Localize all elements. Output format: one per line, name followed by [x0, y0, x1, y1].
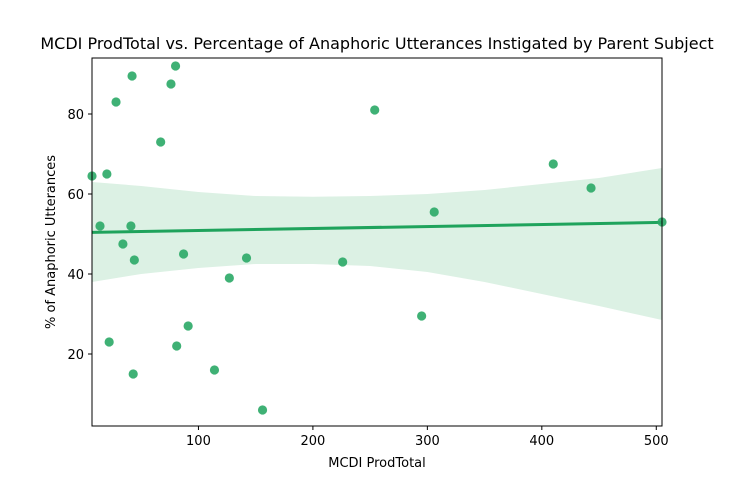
y-axis-label: % of Anaphoric Utterances	[44, 155, 59, 329]
data-point	[118, 239, 128, 249]
data-point	[166, 79, 176, 89]
x-tick-label: 300	[415, 434, 440, 449]
data-point	[102, 169, 112, 179]
data-point	[128, 369, 138, 379]
y-tick-label: 40	[67, 268, 84, 283]
x-axis-label: MCDI ProdTotal	[328, 456, 426, 471]
data-point	[209, 365, 220, 375]
chart-title: MCDI ProdTotal vs. Percentage of Anaphor…	[40, 34, 713, 53]
data-point	[241, 253, 252, 263]
data-point	[156, 137, 166, 147]
confidence-band	[92, 168, 662, 320]
data-point	[586, 183, 596, 193]
data-point	[224, 273, 234, 283]
data-point	[429, 207, 439, 217]
x-tick-label: 400	[529, 434, 554, 449]
data-point	[126, 221, 136, 231]
data-point	[257, 405, 268, 415]
y-tick-label: 60	[67, 188, 84, 203]
x-tick-label: 100	[186, 434, 211, 449]
x-tick-label: 500	[644, 434, 669, 449]
data-point	[178, 249, 189, 259]
data-point	[111, 97, 121, 107]
data-point	[127, 71, 137, 81]
data-point	[104, 337, 114, 347]
plot-frame	[91, 57, 663, 427]
x-tick-label: 200	[300, 434, 325, 449]
data-point	[183, 321, 193, 331]
data-point	[370, 105, 380, 115]
data-point	[548, 159, 558, 169]
data-point	[95, 221, 105, 231]
regression-line	[91, 220, 663, 234]
y-tick-label: 20	[67, 348, 84, 363]
data-point	[417, 311, 427, 321]
data-point	[172, 341, 182, 351]
data-point	[170, 61, 181, 71]
data-point	[129, 255, 139, 265]
data-point	[338, 257, 348, 267]
y-tick-label: 80	[67, 108, 84, 123]
